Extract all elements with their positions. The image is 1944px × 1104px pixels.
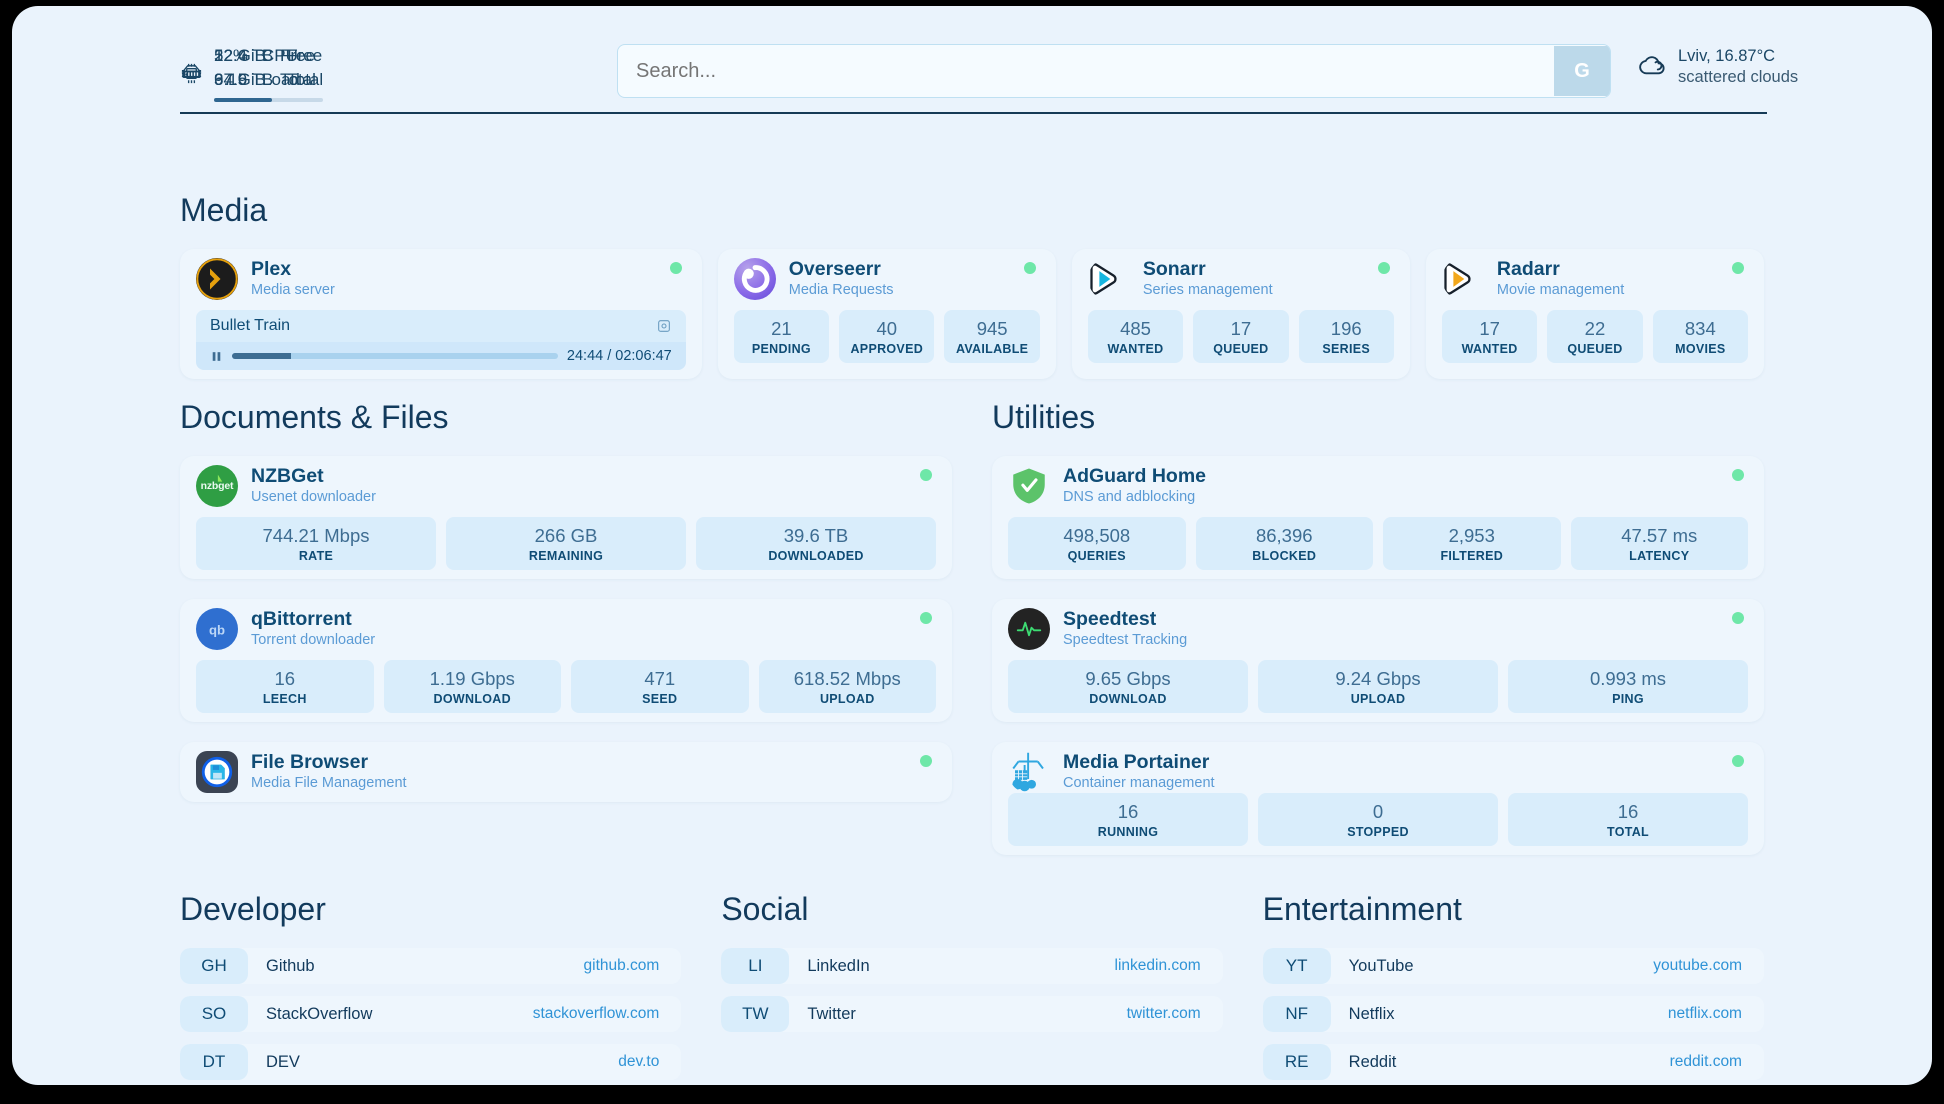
svg-text:qb: qb bbox=[209, 622, 225, 637]
